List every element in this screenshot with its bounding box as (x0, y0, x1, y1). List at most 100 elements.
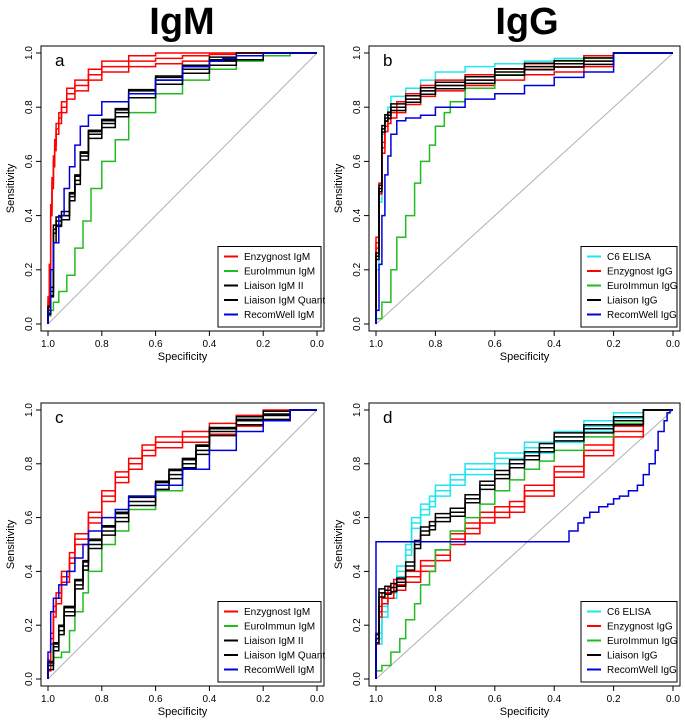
roc-curve-euroimmun-igg (375, 409, 673, 679)
panel-b: 1.0 0.8 0.6 0.4 0.2 0.0 0.0 0.2 0.4 0.6 0.8 1.0 Spec… (333, 45, 681, 363)
legend-label-recomwell-igg: RecomWell IgG (607, 310, 677, 321)
panel-letter: c (55, 408, 64, 427)
y-tick-label: 0.6 (352, 510, 363, 524)
y-axis-label: Sensitivity (333, 519, 345, 569)
y-tick-label: 0.0 (352, 672, 363, 686)
column-title-igm: IgM (149, 1, 214, 43)
panel-d: 1.0 0.8 0.6 0.4 0.2 0.0 0.0 0.2 0.4 0.6 0.8 1.0 Spec… (333, 402, 681, 718)
legend-label-euroimmun-igg: EuroImmun IgG (607, 636, 678, 647)
y-tick-label: 0.6 (24, 510, 35, 524)
roc-curve-enzygnost-igg (375, 409, 673, 679)
x-tick-label: 0.4 (202, 694, 216, 705)
diagonal-reference-line (375, 409, 674, 680)
diagonal-reference-line (47, 409, 318, 680)
roc-curve-recomwell-igg (375, 409, 673, 679)
x-tick-label: 0.4 (547, 339, 561, 350)
y-tick-label: 0.0 (24, 672, 35, 686)
x-tick-label: 0.2 (607, 339, 621, 350)
y-tick-label: 0.4 (24, 564, 35, 578)
y-tick-label: 0.2 (24, 262, 35, 276)
legend-label-enzygnost-igm: Enzygnost IgM (244, 607, 310, 618)
y-axis-label: Sensitivity (5, 163, 17, 213)
panels-container: 1.0 0.8 0.6 0.4 0.2 0.0 0.0 0.2 0.4 0.6 0.8 1.0 Spec… (5, 45, 681, 718)
x-tick-label: 0.8 (428, 694, 442, 705)
legend: Enzygnost IgM EuroImmun IgM Liaison IgM II… (217, 246, 325, 328)
y-tick-label: 0.8 (24, 100, 35, 114)
x-tick-label: 0.8 (95, 339, 109, 350)
x-tick-label: 0.6 (149, 339, 163, 350)
legend-label-liaison-igm-ii: Liaison IgM II (244, 281, 303, 292)
x-tick-label: 1.0 (369, 694, 383, 705)
panel-a: 1.0 0.8 0.6 0.4 0.2 0.0 0.0 0.2 0.4 0.6 0.8 1.0 Spec… (5, 45, 325, 363)
legend-label-liaison-igm-quant: Liaison IgM Quant (244, 651, 325, 662)
roc-curve-euroimmun-igm (47, 52, 317, 324)
roc-curve-enzygnost-igg-ci-lower (375, 52, 673, 324)
legend: C6 ELISA Enzygnost IgG EuroImmun IgG Liaiso… (580, 601, 678, 683)
panel-letter: a (55, 51, 65, 70)
plot-frame (368, 402, 681, 687)
x-tick-label: 0.8 (428, 339, 442, 350)
legend-label-liaison-igg: Liaison IgG (607, 651, 658, 662)
legend-label-c6-elisa: C6 ELISA (607, 607, 651, 618)
x-tick-label: 0.2 (607, 694, 621, 705)
legend-label-recomwell-igm: RecomWell IgM (244, 665, 314, 676)
x-tick-label: 0.0 (310, 694, 324, 705)
x-tick-label: 1.0 (369, 339, 383, 350)
legend-label-euroimmun-igg: EuroImmun IgG (607, 281, 678, 292)
legend-label-liaison-igm-quant: Liaison IgM Quant (244, 296, 325, 307)
y-tick-label: 0.0 (24, 317, 35, 331)
x-tick-label: 0.0 (666, 694, 680, 705)
roc-curve-enzygnost-igm-ci-upper (47, 52, 317, 324)
roc-curve-liaison-igm-quant (47, 409, 317, 679)
y-tick-label: 0.8 (352, 100, 363, 114)
y-tick-label: 0.2 (24, 618, 35, 632)
roc-curve-liaison-igg-ci-upper (375, 52, 673, 324)
x-tick-label: 1.0 (41, 339, 55, 350)
y-tick-label: 0.8 (24, 456, 35, 470)
x-tick-label: 0.2 (256, 339, 270, 350)
roc-curve-recomwell-igg (375, 52, 673, 324)
y-tick-label: 1.0 (24, 46, 35, 60)
y-axis-label: Sensitivity (5, 519, 17, 569)
x-tick-label: 0.0 (310, 339, 324, 350)
plot-frame (368, 45, 681, 332)
panel-letter: b (383, 51, 392, 70)
x-axis-label: Specificity (158, 351, 208, 363)
column-title-igg: IgG (495, 1, 558, 43)
x-tick-label: 0.4 (202, 339, 216, 350)
roc-curve-enzygnost-igg-ci-upper (375, 409, 673, 679)
legend-label-euroimmun-igm: EuroImmun IgM (244, 622, 315, 633)
y-tick-label: 0.6 (352, 154, 363, 168)
x-tick-label: 0.6 (488, 694, 502, 705)
legend-label-enzygnost-igm: Enzygnost IgM (244, 252, 310, 263)
x-axis-label: Specificity (500, 706, 550, 718)
x-axis-label: Specificity (500, 351, 550, 363)
y-tick-label: 0.0 (352, 317, 363, 331)
y-tick-label: 0.6 (24, 154, 35, 168)
roc-curve-liaison-igg-ci-upper (375, 409, 673, 679)
panel-c: 1.0 0.8 0.6 0.4 0.2 0.0 0.0 0.2 0.4 0.6 0.8 1.0 Spec… (5, 402, 325, 718)
legend: C6 ELISA Enzygnost IgG EuroImmun IgG Liaiso… (580, 246, 678, 328)
y-tick-label: 1.0 (24, 403, 35, 417)
y-axis-label: Sensitivity (333, 163, 345, 213)
x-tick-label: 0.4 (547, 694, 561, 705)
diagonal-reference-line (47, 52, 318, 325)
roc-curve-recomwell-igm (47, 409, 317, 679)
plot-frame (40, 45, 325, 332)
legend-label-c6-elisa: C6 ELISA (607, 252, 651, 263)
y-tick-label: 0.4 (352, 564, 363, 578)
legend-label-euroimmun-igm: EuroImmun IgM (244, 267, 315, 278)
y-tick-label: 1.0 (352, 403, 363, 417)
x-tick-label: 1.0 (41, 694, 55, 705)
legend-label-recomwell-igm: RecomWell IgM (244, 310, 314, 321)
y-tick-label: 0.2 (352, 262, 363, 276)
y-tick-label: 0.2 (352, 618, 363, 632)
legend-label-liaison-igm-ii: Liaison IgM II (244, 636, 303, 647)
y-tick-label: 0.4 (24, 208, 35, 222)
y-tick-label: 1.0 (352, 46, 363, 60)
legend-label-liaison-igg: Liaison IgG (607, 296, 658, 307)
legend: Enzygnost IgM EuroImmun IgM Liaison IgM II… (217, 601, 325, 683)
y-tick-label: 0.8 (352, 456, 363, 470)
x-tick-label: 0.8 (95, 694, 109, 705)
